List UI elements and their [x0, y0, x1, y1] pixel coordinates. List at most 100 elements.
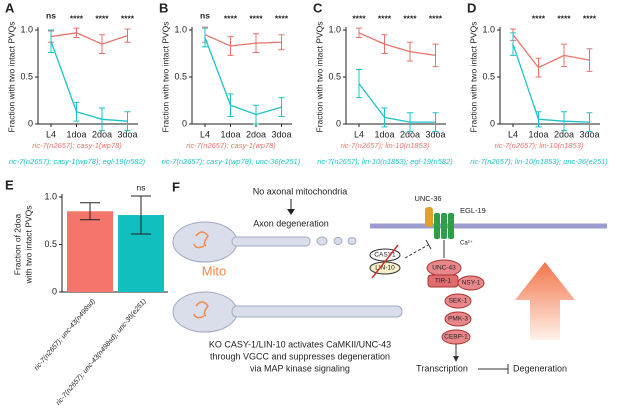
y-tick-label: 0: [182, 118, 187, 128]
label: EGL-19: [460, 206, 486, 215]
arrow-head: [453, 356, 459, 362]
panel-letter: D: [467, 0, 476, 15]
panel-letter: E: [5, 177, 14, 192]
series-line: [50, 32, 128, 45]
legend-entry: ric-7(n2657); lin-10(n1853); egl-19(n582…: [317, 157, 453, 166]
legend-entry: ric-7(n2657); casy-1(wp78): [186, 141, 276, 150]
axon: [231, 305, 403, 318]
axon: [231, 236, 311, 247]
panel-letter: F: [172, 179, 180, 194]
series-line: [512, 43, 590, 123]
caption: KO CASY-1/LIN-10 activates CaMKII/UNC-43: [209, 339, 391, 349]
series-line: [512, 34, 590, 69]
caption: through VGCC and suppresses degeneration: [210, 351, 390, 361]
y-tick-label: 0: [490, 118, 495, 128]
pmk-3: [444, 311, 472, 327]
y-axis-label: with two intact PVQs: [23, 206, 33, 285]
annotation: ns: [200, 10, 210, 20]
y-tick-label: 1.0: [174, 24, 187, 34]
legend-entry: ric-7(n2657); casy-1(wp78): [32, 141, 122, 150]
annotation: ****: [532, 13, 546, 23]
label: Transcription: [416, 363, 468, 373]
bar: [67, 211, 113, 292]
panel-letter: C: [313, 0, 323, 15]
y-tick-label: 0: [28, 118, 33, 128]
fragment: [347, 237, 357, 245]
label: No axonal mitochondria: [253, 186, 348, 196]
x-tick-label: 2doa: [246, 129, 266, 139]
mito: [193, 301, 209, 319]
y-axis-label: Fraction with two intact PVQs: [6, 21, 16, 132]
y-axis-label: Fraction with two intact PVQs: [314, 21, 324, 132]
y-tick-label: 0.5: [328, 71, 341, 81]
unc-36: [425, 207, 433, 227]
x-tick-label: L4: [508, 129, 518, 139]
annotation: ****: [70, 13, 84, 23]
mito-label: Mito: [202, 263, 227, 278]
caption: via MAP kinase signaling: [250, 363, 350, 373]
panel-letter: B: [159, 0, 168, 15]
y-tick-label: 1.0: [482, 24, 495, 34]
annotation: ****: [249, 13, 263, 23]
y-tick-label: 0: [52, 286, 57, 296]
x-tick-label: 3doa: [579, 129, 599, 139]
y-axis-label: Fraction with two intact PVQs: [468, 21, 478, 132]
channel: [448, 213, 454, 239]
y-axis-label: Fraction of 2doa: [12, 214, 22, 276]
annotation: ****: [275, 13, 289, 23]
sek-1: [444, 293, 472, 309]
label: Degeneration: [513, 363, 567, 373]
x-tick-label: 2doa: [92, 129, 112, 139]
label: NSY-1: [462, 280, 481, 287]
x-tick-label: 2doa: [554, 129, 574, 139]
x-tick-label: 1doa: [528, 129, 548, 139]
label: Ca²⁺: [460, 240, 473, 247]
label: SEK-1: [449, 298, 468, 305]
annotation: ****: [583, 13, 597, 23]
annotation: ****: [95, 13, 109, 23]
error-bar: [131, 195, 151, 235]
y-tick-label: 1.0: [328, 24, 341, 34]
y-tick-label: 1.0: [44, 191, 57, 201]
panel-f: F No axonal mitochondria Axon degenerati…: [172, 179, 607, 374]
annotation: ****: [352, 13, 366, 23]
x-tick-label: 1doa: [66, 129, 86, 139]
inhibit: [404, 244, 429, 259]
annotation: ****: [557, 13, 571, 23]
legend-entry: ric-7(n2657); casy-1(wp78); unc-36(e251): [162, 157, 301, 166]
series-line: [358, 83, 436, 123]
x-tick-label: 3doa: [425, 129, 445, 139]
panel-letter: A: [5, 0, 15, 15]
cross: [371, 244, 399, 279]
annotation: ****: [224, 13, 238, 23]
y-tick-label: 0: [336, 118, 341, 128]
x-tick-label: L4: [354, 129, 364, 139]
x-tick-label: 2doa: [400, 129, 420, 139]
annotation: ****: [378, 13, 392, 23]
legend-entry: ric-7(n2657); casy-1(wp78); egl-19(n582): [9, 157, 146, 166]
y-tick-label: 0.5: [44, 239, 57, 249]
annotation: ns: [137, 182, 146, 192]
annotation: ****: [429, 13, 443, 23]
channel: [434, 213, 440, 239]
legend-entry: ric-7(n2657); lin-10(n1853): [341, 141, 430, 150]
x-tick-label: 1doa: [220, 129, 240, 139]
label: TIR-1: [435, 278, 452, 285]
series-line: [204, 34, 282, 47]
x-tick-label: L4: [200, 129, 210, 139]
channel: [441, 213, 447, 239]
mito: [193, 231, 209, 249]
y-tick-label: 1.0: [20, 24, 33, 34]
x-tick-label: L4: [46, 129, 56, 139]
series-line: [50, 41, 128, 122]
annotation: ****: [403, 13, 417, 23]
y-tick-label: 0.5: [174, 71, 187, 81]
nsy-1: [457, 275, 485, 291]
x-tick-label: 3doa: [117, 129, 137, 139]
y-tick-label: 0.5: [482, 71, 495, 81]
arrow-head: [287, 209, 295, 215]
label: Axon degeneration: [253, 218, 329, 228]
error-bar: [80, 202, 100, 221]
legend-entry: ric-7(n2657); lin-10(n1853): [495, 141, 584, 150]
